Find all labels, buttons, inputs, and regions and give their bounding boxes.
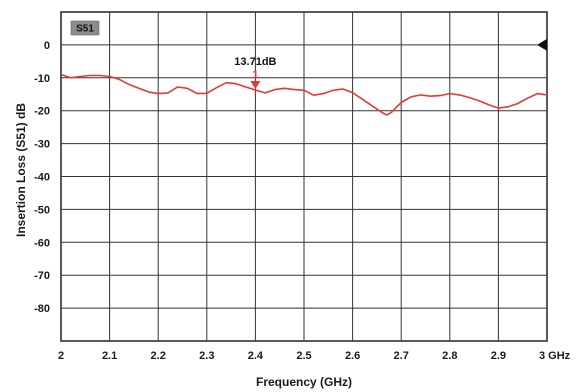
x-tick-label: 2.8	[442, 350, 457, 362]
y-axis-title: Insertion Loss (S51) dB	[14, 103, 28, 237]
y-tick-label: 0	[44, 40, 50, 52]
series-group	[60, 73, 548, 116]
badge-box	[70, 20, 100, 36]
grid	[61, 12, 547, 341]
marker-number: 1	[252, 69, 258, 81]
x-tick-label: 2.3	[199, 350, 214, 362]
y-tick-label: -60	[34, 237, 50, 249]
x-axis-title: Frequency (GHz)	[256, 375, 352, 389]
y-tick-labels: 0 -10 -20 -30 -40 -50 -60 -70 -80	[34, 40, 50, 315]
series-line	[60, 73, 548, 116]
x-tick-label: 2.7	[394, 350, 409, 362]
x-tick-label: 3 GHz	[539, 350, 571, 362]
marker-arrow	[250, 81, 261, 90]
reference-level-marker	[537, 38, 547, 51]
x-tick-label: 2.4	[248, 350, 264, 362]
y-tick-label: -30	[34, 139, 50, 151]
x-tick-label: 2.1	[102, 350, 117, 362]
y-tick-label: -10	[34, 73, 50, 85]
y-tick-label: -80	[34, 303, 50, 315]
y-tick-label: -70	[34, 270, 50, 282]
y-tick-label: -50	[34, 204, 50, 216]
x-tick-label: 2.9	[491, 350, 506, 362]
marker-value-label: 13.71dB	[234, 56, 276, 68]
x-tick-label: 2	[58, 350, 64, 362]
x-tick-label: 2.5	[296, 350, 311, 362]
x-tick-labels: 2 2.1 2.2 2.3 2.4 2.5 2.6 2.7 2.8 2.9 3 GHz	[58, 350, 571, 362]
y-tick-label: -20	[34, 106, 50, 118]
badge-label: S51	[76, 24, 94, 35]
x-tick-label: 2.2	[151, 350, 166, 362]
x-tick-label: 2.6	[345, 350, 360, 362]
y-tick-label: -40	[34, 172, 50, 184]
